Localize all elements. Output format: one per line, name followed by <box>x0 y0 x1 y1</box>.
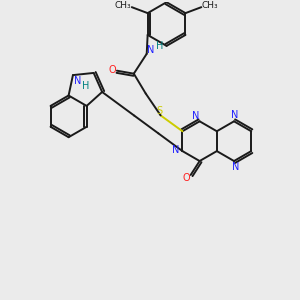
Text: N: N <box>231 110 239 120</box>
Text: H: H <box>82 81 89 91</box>
Text: N: N <box>232 162 240 172</box>
Text: N: N <box>147 45 154 55</box>
Text: O: O <box>108 65 116 75</box>
Text: N: N <box>172 145 179 155</box>
Text: N: N <box>192 111 200 122</box>
Text: S: S <box>157 106 163 116</box>
Text: O: O <box>183 173 190 183</box>
Text: CH₃: CH₃ <box>115 1 131 10</box>
Text: CH₃: CH₃ <box>202 1 219 10</box>
Text: N: N <box>74 76 82 86</box>
Text: H: H <box>156 41 163 51</box>
